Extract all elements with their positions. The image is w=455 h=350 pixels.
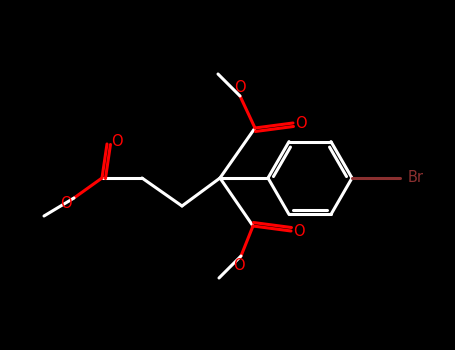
Text: O: O: [295, 116, 307, 131]
Text: O: O: [111, 133, 123, 148]
Text: O: O: [293, 224, 305, 238]
Text: Br: Br: [408, 170, 424, 186]
Text: O: O: [233, 258, 245, 273]
Text: O: O: [60, 196, 72, 211]
Text: O: O: [234, 79, 246, 94]
